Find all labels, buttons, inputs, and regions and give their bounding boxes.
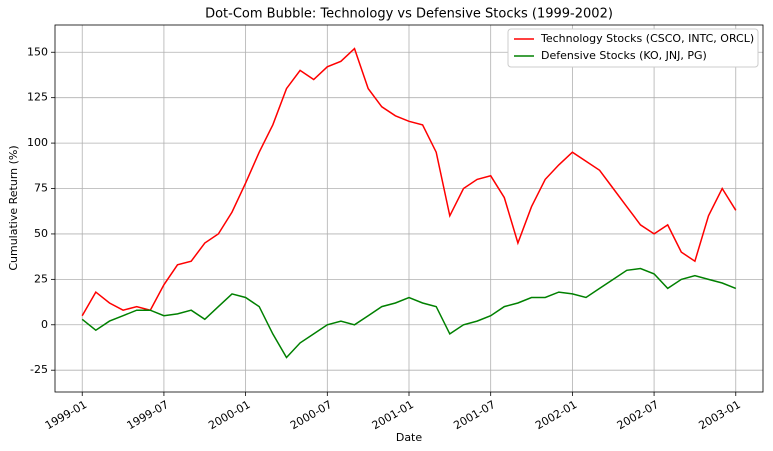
y-tick-label: 0 xyxy=(41,318,48,331)
legend-label: Defensive Stocks (KO, JNJ, PG) xyxy=(541,49,707,62)
chart-title: Dot-Com Bubble: Technology vs Defensive … xyxy=(205,7,613,22)
y-tick-label: 100 xyxy=(27,136,48,149)
y-tick-label: -25 xyxy=(30,363,48,376)
legend-label: Technology Stocks (CSCO, INTC, ORCL) xyxy=(540,32,754,45)
x-tick-label: 2001-01 xyxy=(370,398,416,432)
legend: Technology Stocks (CSCO, INTC, ORCL) Defe… xyxy=(507,28,759,68)
y-tick-label: 25 xyxy=(34,272,48,285)
plot-frame xyxy=(54,24,764,393)
x-tick-label: 2002-01 xyxy=(533,398,579,432)
x-tick-label: 2003-01 xyxy=(696,398,742,432)
y-tick-label: 150 xyxy=(27,45,48,58)
x-tick-label: 2000-01 xyxy=(206,398,252,432)
x-tick-label: 2002-07 xyxy=(615,398,661,432)
x-tick-label: 1999-07 xyxy=(125,398,171,432)
x-tick-label: 2000-07 xyxy=(288,398,334,432)
line xyxy=(81,267,737,359)
y-axis-label: Cumulative Return (%) xyxy=(7,145,20,270)
y-tick-label: 50 xyxy=(34,227,48,240)
legend-box xyxy=(507,28,759,68)
x-tick-label: 1999-01 xyxy=(43,398,89,432)
y-tick-label: 125 xyxy=(27,91,48,104)
x-axis-label: Date xyxy=(396,431,423,444)
y-tick-label: 75 xyxy=(34,182,48,195)
line xyxy=(81,47,737,317)
x-tick-label: 2001-07 xyxy=(451,398,497,432)
